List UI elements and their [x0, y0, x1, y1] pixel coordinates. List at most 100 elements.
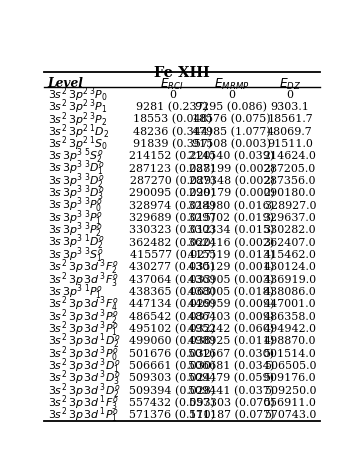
Text: 214152 (0.220): 214152 (0.220)	[129, 151, 215, 161]
Text: 214540 (0.039): 214540 (0.039)	[189, 151, 274, 161]
Text: 9295 (0.086): 9295 (0.086)	[196, 101, 267, 112]
Text: 0: 0	[228, 89, 235, 99]
Text: 91508 (0.003): 91508 (0.003)	[192, 139, 271, 149]
Text: $3s^2\,3p\,3d\,{}^3F_4^o$: $3s^2\,3p\,3d\,{}^3F_4^o$	[48, 294, 118, 314]
Text: 495102 (0.032): 495102 (0.032)	[129, 323, 215, 334]
Text: 9281 (0.237): 9281 (0.237)	[136, 101, 208, 112]
Text: $3s^2\,3p\,3d\,{}^1D_2^o$: $3s^2\,3p\,3d\,{}^1D_2^o$	[48, 331, 120, 350]
Text: 328974 (0.014): 328974 (0.014)	[129, 200, 215, 210]
Text: $3s\,3p^3\,{}^3P_0^o$: $3s\,3p^3\,{}^3P_0^o$	[48, 196, 103, 215]
Text: $3s\,3p^3\,{}^1D_2^o$: $3s\,3p^3\,{}^1D_2^o$	[48, 232, 104, 252]
Text: $3s^2\,3p\,3d\,{}^3D_1^o$: $3s^2\,3p\,3d\,{}^3D_1^o$	[48, 356, 120, 375]
Text: 506505.0: 506505.0	[264, 360, 316, 370]
Text: 0: 0	[286, 89, 294, 99]
Text: 509250.0: 509250.0	[264, 385, 316, 395]
Text: 415462.0: 415462.0	[263, 249, 316, 259]
Text: 498870.0: 498870.0	[264, 336, 316, 346]
Text: 329637.0: 329637.0	[263, 213, 316, 223]
Text: 330282.0: 330282.0	[264, 225, 316, 235]
Text: 287199 (0.002): 287199 (0.002)	[189, 163, 274, 173]
Text: 506661 (0.030): 506661 (0.030)	[129, 360, 215, 370]
Text: 486358.0: 486358.0	[263, 311, 316, 321]
Text: 9303.1: 9303.1	[271, 102, 309, 112]
Text: 570743.0: 570743.0	[264, 409, 316, 419]
Text: $3s^2\,3p\,3d\,{}^3D_2^o$: $3s^2\,3p\,3d\,{}^3D_2^o$	[48, 380, 120, 400]
Text: $E_{MRMP}$: $E_{MRMP}$	[214, 77, 249, 91]
Text: 48236 (0.344): 48236 (0.344)	[133, 126, 212, 137]
Text: 438005 (0.018): 438005 (0.018)	[189, 286, 274, 297]
Text: 362407.0: 362407.0	[264, 237, 316, 247]
Text: 556911.0: 556911.0	[263, 397, 316, 407]
Text: $3s^2\,3p^2\,{}^3P_1$: $3s^2\,3p^2\,{}^3P_1$	[48, 98, 107, 116]
Text: 362416 (0.002): 362416 (0.002)	[189, 237, 274, 248]
Text: 47985 (1.077): 47985 (1.077)	[192, 126, 271, 137]
Text: 290095 (0.029): 290095 (0.029)	[129, 188, 215, 198]
Text: $E_{DZ}$: $E_{DZ}$	[279, 77, 301, 91]
Text: 509479 (0.059): 509479 (0.059)	[189, 372, 274, 383]
Text: 501676 (0.032): 501676 (0.032)	[129, 348, 215, 358]
Text: 287205.0: 287205.0	[264, 163, 316, 173]
Text: $3s^2\,3p^2\,{}^3P_0$: $3s^2\,3p^2\,{}^3P_0$	[48, 85, 108, 104]
Text: 438086.0: 438086.0	[263, 287, 316, 297]
Text: $3s^2\,3p\,3d\,{}^3D_3^o$: $3s^2\,3p\,3d\,{}^3D_3^o$	[48, 368, 120, 387]
Text: Level: Level	[48, 77, 83, 89]
Text: $3s\,3p^3\,{}^5S_2^o$: $3s\,3p^3\,{}^5S_2^o$	[48, 146, 103, 166]
Text: 430277 (0.035): 430277 (0.035)	[130, 262, 215, 272]
Text: $3s^2\,3p^2\,{}^1D_2$: $3s^2\,3p^2\,{}^1D_2$	[48, 122, 109, 140]
Text: 486403 (0.009): 486403 (0.009)	[189, 311, 274, 321]
Text: 495242 (0.060): 495242 (0.060)	[189, 323, 274, 334]
Text: $E_{RCI}$: $E_{RCI}$	[160, 77, 184, 91]
Text: 328927.0: 328927.0	[264, 200, 316, 210]
Text: 557303 (0.070): 557303 (0.070)	[189, 397, 274, 407]
Text: $3s^2\,3p\,3d\,{}^3P_0^o$: $3s^2\,3p\,3d\,{}^3P_0^o$	[48, 343, 119, 363]
Text: $3s^2\,3p\,3d\,{}^3P_1^o$: $3s^2\,3p\,3d\,{}^3P_1^o$	[48, 318, 119, 338]
Text: 447134 (0.029): 447134 (0.029)	[129, 298, 215, 309]
Text: 362482 (0.020): 362482 (0.020)	[129, 237, 215, 248]
Text: $3s\,3p^3\,{}^3P_2^o$: $3s\,3p^3\,{}^3P_2^o$	[48, 220, 103, 239]
Text: 91839 (0.357): 91839 (0.357)	[133, 139, 212, 149]
Text: 557432 (0.093): 557432 (0.093)	[129, 397, 215, 407]
Text: 506681 (0.034): 506681 (0.034)	[189, 360, 274, 370]
Text: 330334 (0.015): 330334 (0.015)	[188, 225, 275, 235]
Text: $3s\,3p^3\,{}^1P_1^o$: $3s\,3p^3\,{}^1P_1^o$	[48, 282, 103, 301]
Text: $3s^2\,3p\,3d\,{}^1F_3^o$: $3s^2\,3p\,3d\,{}^1F_3^o$	[48, 392, 118, 412]
Text: 330323 (0.012): 330323 (0.012)	[129, 225, 215, 235]
Text: $3s\,3p^3\,{}^3P_1^o$: $3s\,3p^3\,{}^3P_1^o$	[48, 208, 103, 228]
Text: $3s\,3p^3\,{}^3D_2^o$: $3s\,3p^3\,{}^3D_2^o$	[48, 171, 104, 190]
Text: 290179 (0.000): 290179 (0.000)	[189, 188, 274, 198]
Text: $3s\,3p^3\,{}^3D_3^o$: $3s\,3p^3\,{}^3D_3^o$	[48, 183, 104, 203]
Text: 328980 (0.016): 328980 (0.016)	[189, 200, 274, 210]
Text: $3s^2\,3p\,3d\,{}^3F_3^o$: $3s^2\,3p\,3d\,{}^3F_3^o$	[48, 269, 118, 289]
Text: 509394 (0.028): 509394 (0.028)	[129, 385, 215, 395]
Text: 437064 (0.033): 437064 (0.033)	[129, 274, 215, 284]
Text: 447001.0: 447001.0	[264, 299, 316, 309]
Text: 287270 (0.029): 287270 (0.029)	[130, 176, 215, 186]
Text: 290180.0: 290180.0	[264, 188, 316, 198]
Text: 415577 (0.027): 415577 (0.027)	[130, 249, 215, 259]
Text: 18576 (0.075): 18576 (0.075)	[192, 114, 271, 124]
Text: $3s^2\,3p^2\,{}^1S_0$: $3s^2\,3p^2\,{}^1S_0$	[48, 134, 108, 153]
Text: 498925 (0.011): 498925 (0.011)	[189, 336, 274, 346]
Text: 501514.0: 501514.0	[263, 348, 316, 358]
Text: $3s^2\,3p^2\,{}^3P_2$: $3s^2\,3p^2\,{}^3P_2$	[48, 110, 107, 129]
Text: $3s^2\,3p\,3d\,{}^1P_1^o$: $3s^2\,3p\,3d\,{}^1P_1^o$	[48, 405, 119, 424]
Text: 18553 (0.048): 18553 (0.048)	[133, 114, 212, 124]
Text: 430124.0: 430124.0	[263, 262, 316, 272]
Text: 438365 (0.063): 438365 (0.063)	[129, 286, 215, 297]
Text: 91511.0: 91511.0	[267, 139, 313, 149]
Text: 509303 (0.024): 509303 (0.024)	[129, 372, 215, 383]
Text: 48069.7: 48069.7	[267, 126, 313, 136]
Text: 501667 (0.030): 501667 (0.030)	[189, 348, 274, 358]
Text: $3s^2\,3p\,3d\,{}^3P_2^o$: $3s^2\,3p\,3d\,{}^3P_2^o$	[48, 306, 119, 326]
Text: 0: 0	[169, 89, 176, 99]
Text: 214624.0: 214624.0	[263, 151, 316, 161]
Text: 287123 (0.028): 287123 (0.028)	[130, 163, 215, 173]
Text: 571376 (0.110): 571376 (0.110)	[129, 409, 215, 420]
Text: 499060 (0.038): 499060 (0.038)	[129, 336, 215, 346]
Text: Fe XIII: Fe XIII	[154, 66, 210, 79]
Text: 436919.0: 436919.0	[263, 274, 317, 284]
Text: 287348 (0.002): 287348 (0.002)	[189, 176, 274, 186]
Text: 329702 (0.019): 329702 (0.019)	[189, 212, 274, 223]
Text: 329689 (0.015): 329689 (0.015)	[129, 212, 215, 223]
Text: 486542 (0.037): 486542 (0.037)	[129, 311, 215, 321]
